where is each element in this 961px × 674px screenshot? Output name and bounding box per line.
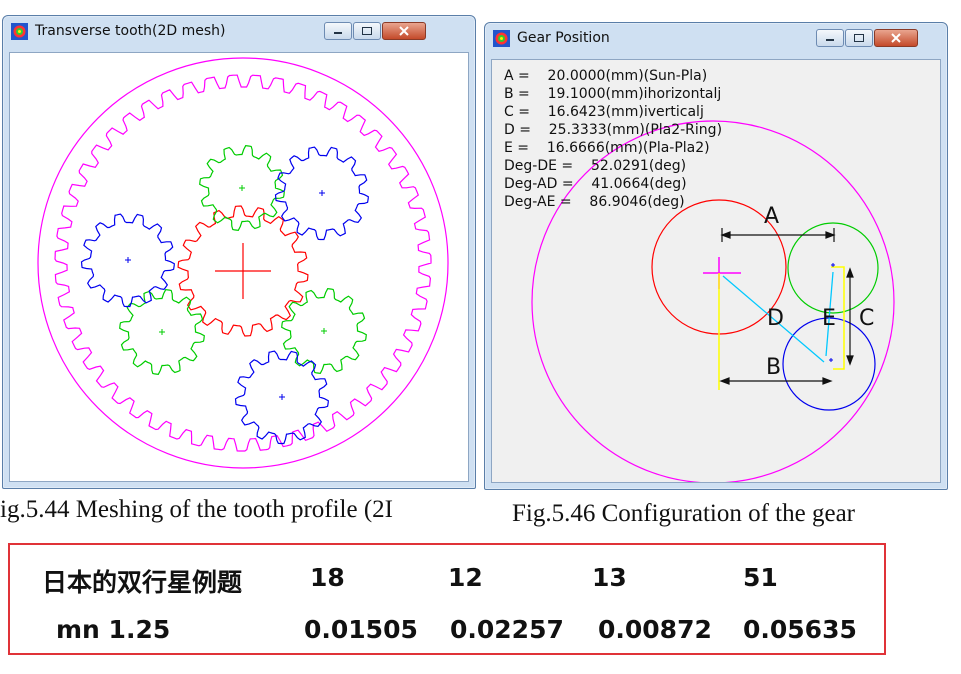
close-button[interactable] (874, 29, 918, 47)
row1-val3: 13 (592, 563, 627, 592)
title-bar[interactable]: Transverse tooth(2D mesh) (3, 16, 475, 46)
planet-green-right (281, 288, 367, 374)
axis-E (825, 271, 834, 357)
dim-C (846, 267, 854, 366)
row2-val4: 0.05635 (743, 615, 857, 644)
diagram-label-d: D (767, 306, 784, 331)
caption-left: ig.5.44 Meshing of the tooth profile (2I (0, 496, 393, 523)
planet-blue-top-right (274, 146, 369, 241)
diagram-label-c: C (859, 306, 875, 331)
maximize-button[interactable] (353, 22, 381, 40)
gear-mesh-drawing (37, 57, 449, 469)
gear-position-window[interactable]: Gear Position (484, 22, 948, 490)
guide-yellow-right (831, 266, 845, 370)
sun-gear (177, 205, 309, 337)
data-table: 日本的双行星例题 18 12 13 51 mn 1.25 0.01505 0.0… (8, 543, 886, 655)
dim-B (719, 377, 833, 385)
planet-blue-circle (782, 317, 876, 411)
info-line-b: B = 19.1000(mm)ihorizontalj (504, 86, 722, 102)
ring-circle (531, 120, 895, 482)
row1-val1: 18 (310, 563, 345, 592)
planet-green-top (199, 145, 285, 231)
gear-position-canvas: A = 20.0000(mm)(Sun-Pla) B = 19.1000(mm)… (491, 59, 941, 483)
planet-green-left (119, 289, 205, 375)
planet-blue-left (80, 213, 175, 308)
info-line-deg-de: Deg-DE = 52.0291(deg) (504, 158, 687, 174)
ring-outer-circle (37, 57, 449, 469)
app-color-icon (11, 23, 28, 40)
row2-label: mn 1.25 (56, 615, 171, 644)
planet-green-circle (787, 222, 879, 314)
info-line-deg-ae: Deg-AE = 86.9046(deg) (504, 194, 685, 210)
close-button[interactable] (382, 22, 426, 40)
window-title: Gear Position (517, 30, 610, 46)
info-line-a: A = 20.0000(mm)(Sun-Pla) (504, 68, 708, 84)
maximize-icon (362, 27, 372, 35)
diagram-label-a: A (764, 204, 780, 229)
row2-val1: 0.01505 (304, 615, 418, 644)
row2-val3: 0.00872 (598, 615, 712, 644)
axis-D (722, 275, 825, 363)
gear-mesh-canvas (9, 52, 469, 482)
row2-val2: 0.02257 (450, 615, 564, 644)
title-bar[interactable]: Gear Position (485, 23, 947, 53)
row1-val4: 51 (743, 563, 778, 592)
app-color-icon (493, 30, 510, 47)
dim-A (720, 228, 836, 242)
minimize-icon (826, 39, 834, 41)
minimize-icon (334, 32, 342, 34)
close-icon (891, 33, 901, 43)
transverse-tooth-window[interactable]: Transverse tooth(2D mesh) (2, 15, 476, 489)
info-line-d: D = 25.3333(mm)(Pla2-Ring) (504, 122, 723, 138)
position-diagram (531, 120, 895, 482)
row1-val2: 12 (448, 563, 483, 592)
ring-gear (54, 74, 432, 452)
minimize-button[interactable] (816, 29, 844, 47)
caption-right: Fig.5.46 Configuration of the gear (512, 500, 855, 527)
window-title: Transverse tooth(2D mesh) (35, 23, 226, 39)
minimize-button[interactable] (324, 22, 352, 40)
maximize-button[interactable] (845, 29, 873, 47)
info-line-deg-ad: Deg-AD = 41.0664(deg) (504, 176, 687, 192)
center-markers (829, 263, 835, 362)
close-icon (399, 26, 409, 36)
maximize-icon (854, 34, 864, 42)
info-line-e: E = 16.6666(mm)(Pla-Pla2) (504, 140, 710, 156)
diagram-label-e: E (822, 306, 836, 331)
diagram-label-b: B (766, 355, 782, 380)
row1-label: 日本的双行星例题 (42, 568, 243, 597)
planet-blue-bottom (234, 350, 329, 445)
info-line-c: C = 16.6423(mm)iverticalj (504, 104, 704, 120)
